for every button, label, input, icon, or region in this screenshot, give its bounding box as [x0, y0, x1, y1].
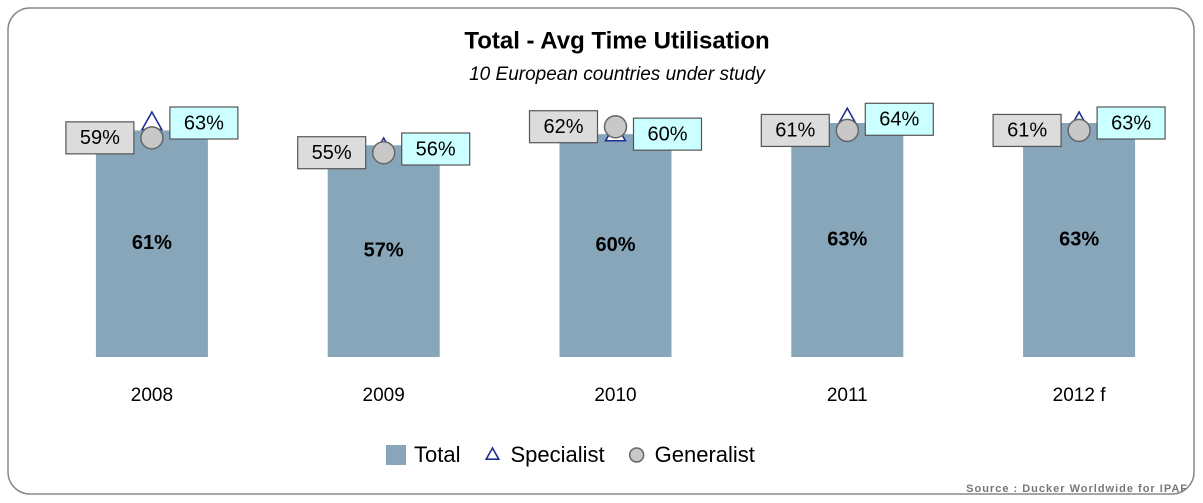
specialist-value-label: 56% [416, 138, 456, 160]
generalist-marker [140, 126, 164, 150]
legend-swatch [386, 445, 406, 465]
specialist-value-label: 64% [879, 109, 919, 131]
generalist-marker [371, 140, 396, 165]
x-tick-label: 2010 [594, 385, 636, 406]
x-tick-label: 2012 f [1053, 385, 1107, 406]
generalist-value-label: 61% [775, 120, 815, 142]
source-note: Source : Ducker Worldwide for IPAF [966, 483, 1188, 495]
bar [559, 134, 672, 357]
chart-subtitle: 10 European countries under study [469, 64, 766, 85]
generalist-label-box [297, 136, 367, 170]
generalist-marker [1067, 118, 1091, 143]
bar-value-label: 61% [132, 232, 172, 254]
bar-value-label: 63% [827, 228, 867, 250]
generalist-value-label: 59% [80, 127, 120, 149]
bar [95, 130, 208, 357]
legend-label: Generalist [655, 442, 755, 467]
bar [1023, 123, 1136, 357]
x-tick-label: 2009 [363, 385, 405, 406]
specialist-label-box [401, 132, 471, 166]
generalist-label-box [65, 121, 135, 155]
generalist-marker [835, 118, 860, 143]
x-tick-label: 2008 [131, 385, 173, 406]
bar-value-label: 60% [595, 234, 635, 256]
specialist-value-label: 60% [647, 123, 687, 145]
specialist-label-box [169, 106, 239, 140]
bar-value-label: 57% [364, 239, 404, 261]
generalist-marker [603, 114, 628, 139]
bar [791, 123, 904, 357]
generalist-label-box [992, 113, 1062, 148]
specialist-label-box [632, 117, 703, 151]
generalist-label-box [528, 110, 599, 144]
generalist-marker [628, 447, 645, 463]
legend-label: Specialist [510, 442, 604, 467]
specialist-label-box [1096, 106, 1166, 140]
specialist-value-label: 63% [1111, 112, 1151, 134]
specialist-marker [484, 446, 501, 460]
chart-title: Total - Avg Time Utilisation [464, 27, 769, 54]
generalist-value-label: 62% [543, 116, 583, 138]
bar-value-label: 63% [1059, 228, 1099, 250]
legend-label: Total [414, 442, 460, 467]
specialist-label-box [864, 102, 934, 136]
bar [327, 145, 440, 357]
generalist-label-box [760, 113, 830, 148]
generalist-value-label: 55% [312, 142, 352, 164]
generalist-value-label: 61% [1007, 120, 1047, 142]
x-tick-label: 2011 [827, 385, 868, 406]
specialist-value-label: 63% [184, 112, 224, 134]
